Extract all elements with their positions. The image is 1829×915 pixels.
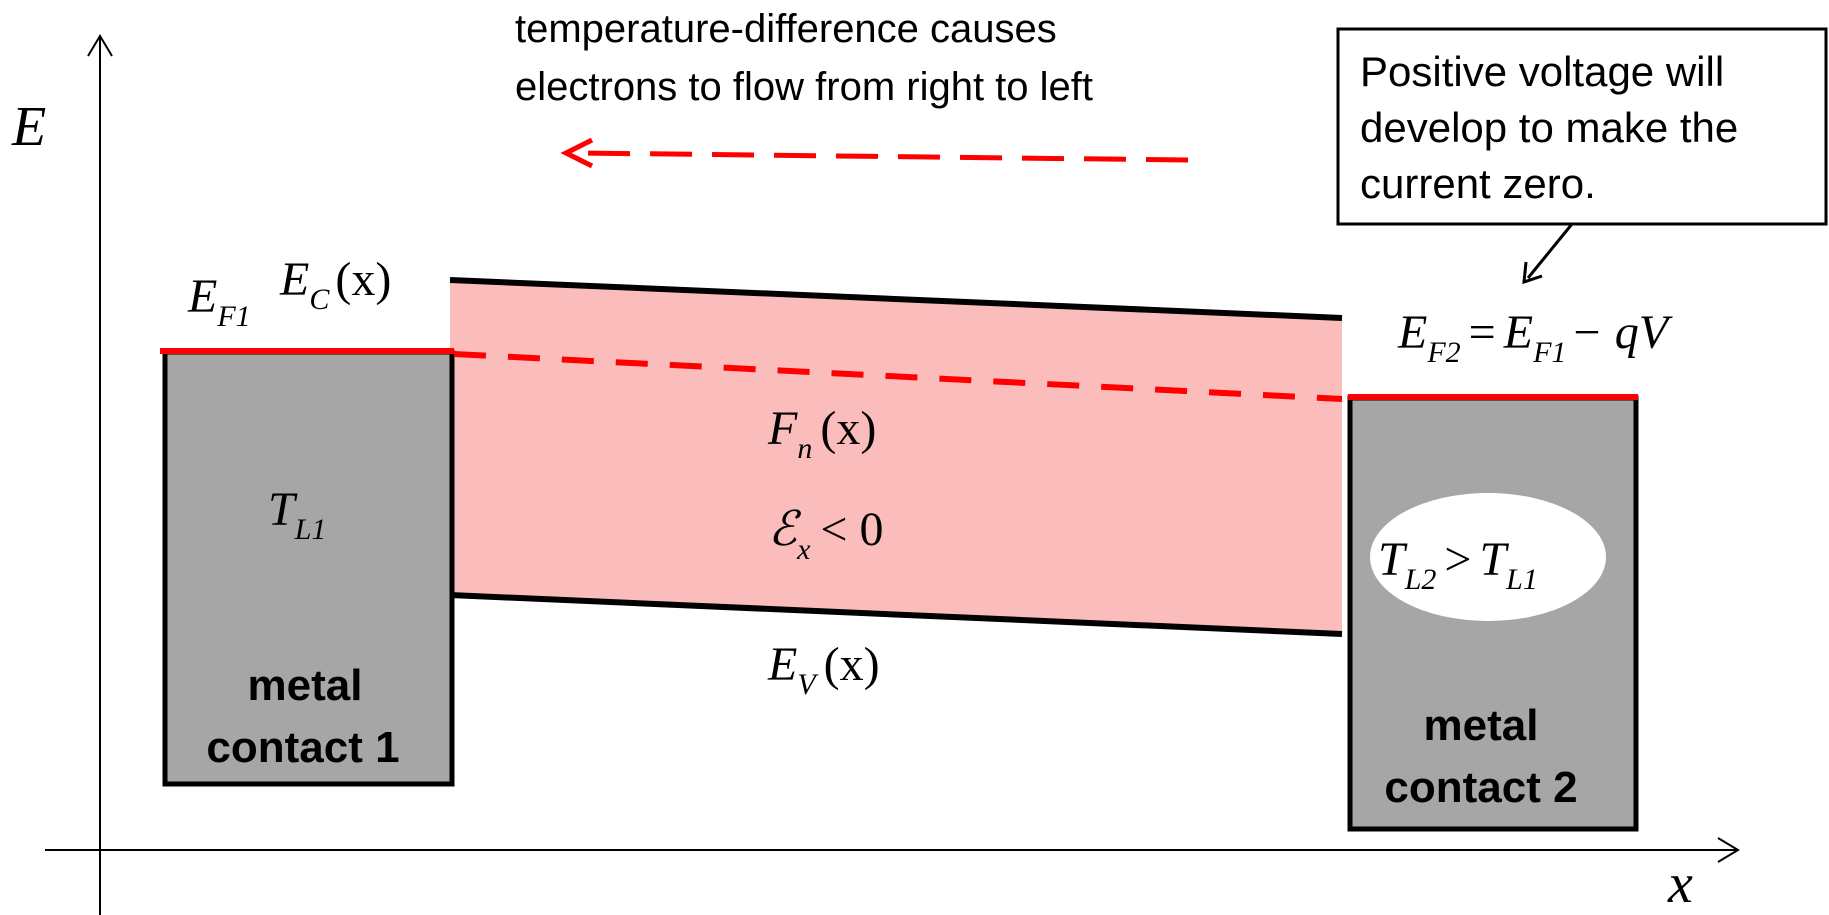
- ec-symbol: E: [279, 253, 309, 306]
- electric-field-label: ℰx < 0: [768, 503, 883, 566]
- contact-1-label-line-2: contact 1: [206, 723, 399, 772]
- electron-flow-arrowhead: [560, 137, 594, 169]
- fn-subscript: n: [797, 432, 812, 465]
- ev-symbol: E: [767, 638, 797, 691]
- callout-box: [1336, 27, 1828, 226]
- electron-flow-arrow: [579, 150, 1189, 163]
- tl2-subscript: L2: [1404, 563, 1437, 596]
- ev-argument: (x): [824, 638, 880, 691]
- ec-argument: (x): [335, 253, 391, 306]
- ef2-rhs-symbol: E: [1503, 306, 1533, 359]
- ev-subscript: V: [797, 668, 819, 701]
- ef1-subscript: F1: [216, 300, 250, 333]
- ef2-equals: =: [1469, 306, 1496, 359]
- callout-line-3: current zero.: [1360, 160, 1596, 207]
- tl2-compare-subscript: L1: [1505, 563, 1538, 596]
- fermi-level-1-label: EF1: [187, 270, 251, 333]
- valence-band-edge: [449, 592, 1343, 637]
- metal-contact-1: [162, 349, 455, 787]
- annotation-line-1: temperature-difference causes: [515, 7, 1057, 51]
- ef2-symbol: E: [1397, 306, 1427, 359]
- contact-2-temperature: TL2 > TL1: [1378, 533, 1538, 596]
- x-axis-label: x: [1667, 853, 1693, 915]
- field-relation: < 0: [820, 503, 883, 556]
- callout-pointer: [1526, 223, 1574, 279]
- contact-2-label-line-1: metal: [1424, 701, 1539, 750]
- field-subscript: x: [796, 533, 811, 566]
- contact-1-temperature: TL1: [268, 483, 326, 546]
- contact-2-label-line-2: contact 2: [1384, 763, 1577, 812]
- tl2-compare-symbol: T: [1479, 533, 1509, 586]
- contact-1-label-line-1: metal: [248, 661, 363, 710]
- x-axis-arrowhead: [1717, 837, 1740, 863]
- fn-symbol: F: [767, 402, 798, 455]
- ef1-symbol: E: [187, 270, 217, 323]
- fn-argument: (x): [820, 402, 876, 455]
- fermi-level-2-equation: EF2 = EF1− qV: [1397, 306, 1673, 369]
- ef2-rest: − qV: [1570, 306, 1672, 359]
- y-axis-label: E: [11, 96, 46, 158]
- quasi-fermi-label: Fn (x): [767, 402, 876, 465]
- annotation-line-2: electrons to flow from right to left: [515, 65, 1093, 109]
- semiconductor-region: [450, 280, 1342, 633]
- conduction-band-edge: [449, 277, 1343, 321]
- quasi-fermi-level: [453, 351, 1343, 402]
- tl1-symbol: T: [268, 483, 298, 536]
- callout-line-2: develop to make the: [1360, 104, 1738, 151]
- tl1-subscript: L1: [294, 513, 327, 546]
- ef2-subscript: F2: [1426, 336, 1460, 369]
- callout-line-1: Positive voltage will: [1360, 48, 1724, 95]
- ec-subscript: C: [309, 283, 330, 316]
- ef2-rhs-subscript: F1: [1532, 336, 1566, 369]
- conduction-band-label: EC (x): [279, 253, 391, 316]
- y-axis-arrowhead: [87, 34, 113, 57]
- callout-pointer-head: [1522, 261, 1543, 285]
- field-symbol: ℰ: [768, 503, 802, 556]
- valence-band-label: EV (x): [767, 638, 880, 701]
- temperature-ellipse: [1370, 493, 1606, 621]
- tl2-relation: >: [1444, 533, 1471, 586]
- tl2-symbol: T: [1378, 533, 1408, 586]
